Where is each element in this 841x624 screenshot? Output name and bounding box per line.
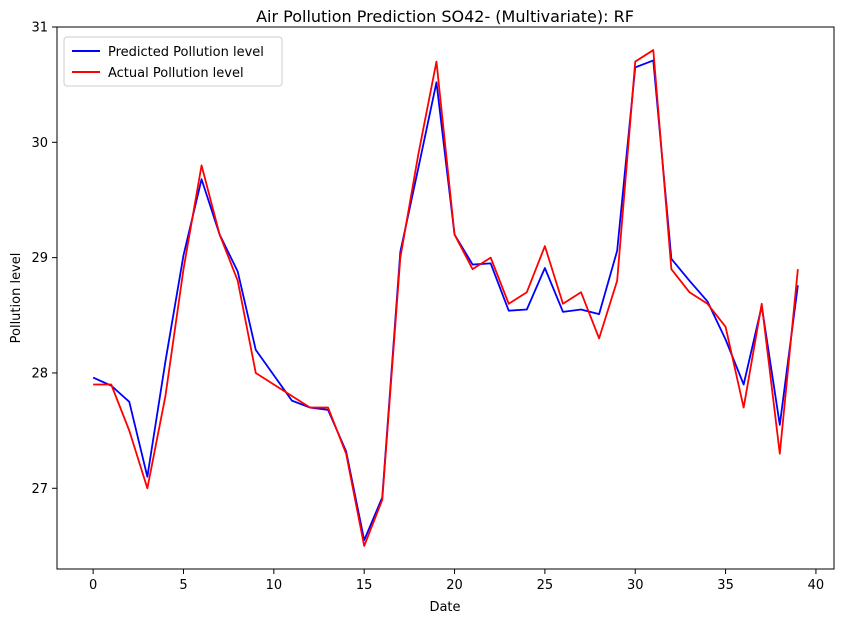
plot-area <box>57 27 834 569</box>
x-tick-label: 25 <box>537 578 554 593</box>
legend: Predicted Pollution level Actual Polluti… <box>63 36 283 87</box>
series-layer <box>92 49 799 547</box>
x-tick-label: 30 <box>627 578 644 593</box>
chart-title: Air Pollution Prediction SO42- (Multivar… <box>256 7 634 26</box>
actual-series-line <box>93 49 799 547</box>
y-tick-label: 28 <box>31 366 48 381</box>
x-tick-label: 0 <box>89 578 97 593</box>
x-tick-label: 40 <box>808 578 825 593</box>
y-tick-label: 30 <box>31 136 48 151</box>
y-tick-label: 31 <box>31 21 48 36</box>
x-tick-label: 20 <box>446 578 463 593</box>
y-tick-label: 27 <box>31 482 48 497</box>
legend-box <box>63 36 283 87</box>
y-axis-title: Pollution level <box>9 253 24 344</box>
x-axis-ticks: 0 5 10 15 20 25 30 35 40 <box>89 569 824 593</box>
x-axis-title: Date <box>429 600 460 615</box>
predicted-series-line <box>92 59 799 542</box>
y-axis-ticks: 27 28 29 30 31 <box>31 21 57 497</box>
x-tick-label: 5 <box>179 578 187 593</box>
x-tick-label: 15 <box>356 578 373 593</box>
y-tick-label: 29 <box>31 251 48 266</box>
legend-label-predicted: Predicted Pollution level <box>108 45 264 60</box>
legend-label-actual: Actual Pollution level <box>108 66 244 81</box>
x-tick-label: 35 <box>717 578 734 593</box>
plot-frame <box>56 26 835 570</box>
x-tick-label: 10 <box>266 578 283 593</box>
